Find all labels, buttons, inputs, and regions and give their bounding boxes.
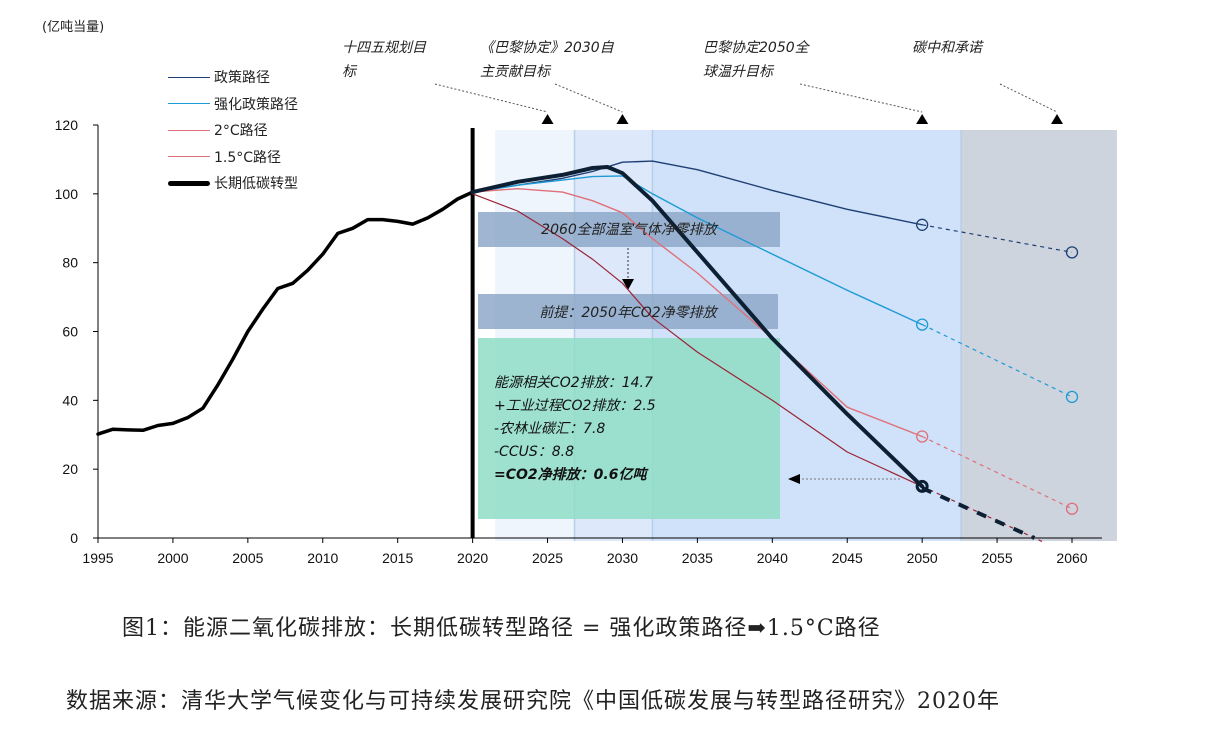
series-projection-policy xyxy=(922,224,1073,253)
series-line-historical xyxy=(96,190,475,436)
legend-item-enhanced: 强化政策路径 xyxy=(168,91,298,118)
calculation-text: 能源相关CO2排放：14.7 +工业过程CO2排放：2.5 -农林业碳汇：7.8… xyxy=(494,372,656,487)
series-line-policy xyxy=(471,160,923,226)
calc-line-energy: 能源相关CO2排放：14.7 xyxy=(494,375,653,391)
end-marker-policy xyxy=(916,218,929,231)
end-marker-policy xyxy=(1065,246,1079,259)
x-tick-label: 2035 xyxy=(682,550,713,566)
legend-item-policy: 政策路径 xyxy=(168,64,298,91)
series-line-one_five_c xyxy=(472,193,923,487)
end-marker-two_c xyxy=(1065,502,1079,515)
legend-label: 1.5°C路径 xyxy=(214,149,282,166)
box-2050-co2-net-zero-text: 前提：2050年CO2净零排放 xyxy=(539,305,717,321)
y-tick-label: 0 xyxy=(70,530,78,546)
legend-swatch-long-term xyxy=(168,180,210,186)
milestone-arrow-line xyxy=(799,83,923,113)
x-tick-label: 2020 xyxy=(457,550,488,566)
y-tick-label: 60 xyxy=(62,324,78,340)
legend-item-1-5c: 1.5°C路径 xyxy=(168,144,298,171)
x-tick-label: 2015 xyxy=(382,550,413,566)
end-marker-enhanced xyxy=(1065,390,1079,404)
series-projection-two_c xyxy=(921,435,1073,510)
end-marker-two_c xyxy=(916,430,929,443)
y-tick-label: 120 xyxy=(55,117,79,133)
x-tick-label: 2005 xyxy=(232,550,263,566)
annotation-14th-five-year-plan: 十四五规划目 标 xyxy=(342,40,426,80)
milestone-arrow-line xyxy=(434,83,548,113)
box-calculation xyxy=(478,338,780,519)
x-tick-label: 2010 xyxy=(307,550,338,566)
annotation-paris-2030-ndc: 《巴黎协定》2030自 主贡献目标 xyxy=(480,40,614,80)
legend-item-2c: 2°C路径 xyxy=(168,117,298,144)
legend: 政策路径 强化政策路径 2°C路径 1.5°C路径 长期低碳转型 xyxy=(168,64,298,197)
x-tick-label: 2040 xyxy=(757,550,788,566)
y-tick-label: 20 xyxy=(62,461,78,477)
series-projection-enhanced xyxy=(921,324,1073,398)
annotation-paris-2050-target: 巴黎协定2050全 球温升目标 xyxy=(703,40,809,80)
milestone-arrow-head xyxy=(541,114,554,124)
milestone-arrow-line xyxy=(554,83,623,113)
milestone-arrow-head xyxy=(616,114,629,124)
x-tick-label: 2025 xyxy=(532,550,563,566)
calc-line-sink: -农林业碳汇：7.8 xyxy=(494,421,606,437)
legend-swatch-2c xyxy=(168,129,210,131)
end-marker-enhanced xyxy=(916,318,929,331)
data-source: 数据来源：清华大学气候变化与可持续发展研究院《中国低碳发展与转型路径研究》202… xyxy=(66,689,1000,714)
legend-label: 政策路径 xyxy=(214,70,270,87)
x-tick-label: 1995 xyxy=(82,550,113,566)
x-tick-label: 2000 xyxy=(157,550,188,566)
series-line-long_term xyxy=(470,165,925,489)
x-tick-label: 2045 xyxy=(832,550,863,566)
legend-item-long-term: 长期低碳转型 xyxy=(168,170,298,197)
legend-swatch-1-5c xyxy=(168,156,210,158)
calc-line-result: =CO2净排放：0.6亿吨 xyxy=(494,467,647,483)
legend-label: 2°C路径 xyxy=(214,123,268,140)
shaded-period-3 xyxy=(961,130,1117,541)
x-tick-label: 2050 xyxy=(907,550,938,566)
box-connector-arrow-head xyxy=(622,279,634,290)
y-tick-label: 80 xyxy=(62,255,78,271)
x-tick-label: 2055 xyxy=(981,550,1012,566)
y-axis-unit-label: (亿吨当量) xyxy=(42,20,105,35)
x-tick-label: 2030 xyxy=(607,550,638,566)
x-tick-label: 2060 xyxy=(1056,550,1087,566)
legend-swatch-enhanced xyxy=(168,103,210,105)
annotation-carbon-neutral-pledge: 碳中和承诺 xyxy=(912,40,982,56)
y-tick-label: 40 xyxy=(62,392,78,408)
legend-swatch-policy xyxy=(168,76,210,78)
series-projection-long_term xyxy=(921,486,1036,540)
calc-pointer-arrow-head xyxy=(788,474,800,484)
series-line-two_c xyxy=(471,188,923,438)
figure-caption: 图1：能源二氧化碳排放：长期低碳转型路径 = 强化政策路径➡1.5°C路径 xyxy=(122,616,881,641)
calc-line-ccus: -CCUS：8.8 xyxy=(494,444,575,460)
legend-label: 长期低碳转型 xyxy=(214,176,298,193)
y-tick-label: 100 xyxy=(55,186,79,202)
end-marker-long_term xyxy=(915,479,929,493)
legend-label: 强化政策路径 xyxy=(214,96,298,113)
milestone-arrow-line xyxy=(999,83,1058,113)
milestone-arrow-head xyxy=(916,114,929,124)
calc-line-industry: +工业过程CO2排放：2.5 xyxy=(494,398,656,414)
box-2060-net-zero-text: 2060全部温室气体净零排放 xyxy=(541,222,717,238)
milestone-arrow-head xyxy=(1051,114,1064,124)
